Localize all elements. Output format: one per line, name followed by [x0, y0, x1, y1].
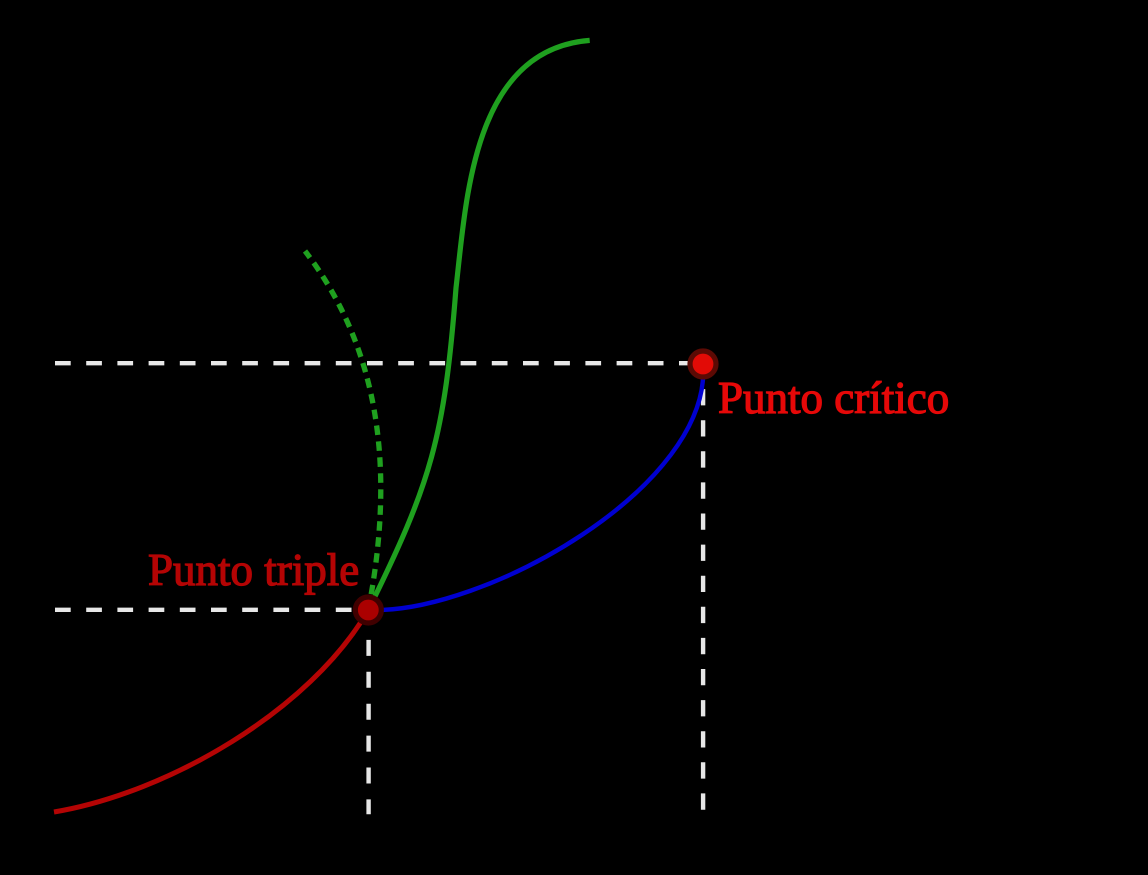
svg-text:Punto triple: Punto triple: [148, 545, 359, 595]
svg-text:Punto crítico: Punto crítico: [718, 373, 949, 423]
